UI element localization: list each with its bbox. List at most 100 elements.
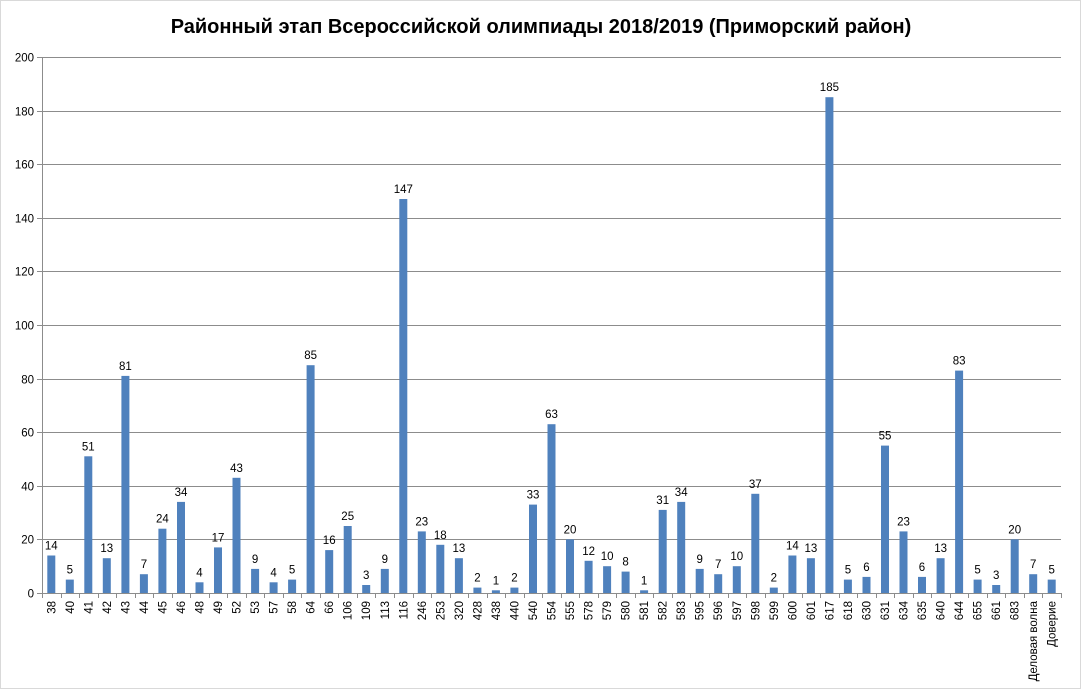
data-label: 13 — [100, 543, 113, 555]
x-tick-label: 661 — [991, 601, 1003, 620]
y-tick-label: 80 — [21, 375, 34, 387]
data-label: 5 — [67, 565, 73, 577]
x-tick-labels: 38 40 41 42 43 44 45 46 48 49 52 53 57 58 64 66 106 109 11… — [46, 600, 1058, 681]
y-tick-label: 200 — [15, 53, 34, 65]
x-tick-label: 58 — [287, 601, 299, 614]
y-tick-label: 140 — [15, 214, 34, 226]
data-label: 12 — [582, 546, 595, 558]
data-label: 6 — [863, 562, 869, 574]
data-label: 7 — [715, 559, 721, 571]
data-label: 3 — [993, 570, 999, 582]
x-tick-label: 595 — [695, 601, 707, 620]
x-tick-label: 630 — [862, 601, 874, 620]
bar — [102, 558, 111, 593]
data-label: 85 — [304, 350, 317, 362]
x-tick-label: 52 — [232, 601, 244, 614]
gridlines — [42, 57, 1061, 540]
bar — [177, 501, 185, 593]
bar — [806, 558, 815, 593]
bar — [695, 568, 704, 593]
bar — [788, 555, 797, 593]
bar — [1029, 574, 1038, 593]
bar — [417, 531, 426, 593]
data-label: 7 — [141, 559, 147, 571]
bar — [288, 579, 297, 593]
bar — [473, 587, 482, 593]
data-label: 55 — [879, 431, 892, 443]
x-tick-label: 683 — [1010, 601, 1022, 620]
x-tick-label: 634 — [899, 600, 911, 620]
data-label: 7 — [1030, 559, 1036, 571]
bar — [825, 97, 834, 593]
bar — [454, 558, 463, 593]
bar — [65, 579, 74, 593]
data-label: 34 — [175, 487, 188, 499]
data-label: 20 — [564, 524, 577, 536]
data-label: 9 — [696, 554, 702, 566]
data-label: 83 — [953, 356, 966, 368]
data-label: 1 — [641, 575, 647, 587]
data-label: 18 — [434, 530, 447, 542]
data-label: 81 — [119, 361, 132, 373]
x-tick-label: 555 — [565, 601, 577, 620]
bar — [84, 456, 93, 593]
data-label: 6 — [919, 562, 925, 574]
data-label: 5 — [845, 565, 851, 577]
bar — [881, 445, 889, 593]
bar — [158, 528, 167, 593]
bar — [491, 590, 500, 593]
x-tick-label: 578 — [584, 601, 596, 620]
y-tick-label: 160 — [15, 160, 34, 172]
bar — [862, 576, 871, 593]
bar — [973, 579, 982, 593]
y-tick-label: 60 — [21, 428, 34, 440]
x-tick-label: 57 — [269, 601, 281, 614]
bar — [362, 585, 371, 593]
x-tick-label: 44 — [139, 600, 151, 613]
data-label: 9 — [252, 554, 258, 566]
x-tick-label: 655 — [973, 601, 985, 620]
data-label: 5 — [289, 565, 295, 577]
bar — [955, 370, 964, 593]
bar — [343, 526, 352, 593]
data-label: 14 — [786, 541, 799, 553]
data-label: 185 — [820, 82, 839, 94]
x-tick-label: 599 — [769, 601, 781, 620]
x-tick-label: 64 — [306, 600, 318, 613]
data-label: 3 — [363, 570, 369, 582]
x-tick-label: 440 — [509, 601, 521, 620]
data-label: 37 — [749, 479, 762, 491]
x-tick-label: 113 — [380, 601, 392, 619]
chart-title: Районный этап Всероссийской олимпиады 20… — [171, 16, 912, 38]
data-label: 5 — [1048, 565, 1054, 577]
x-tick-label: 38 — [46, 601, 58, 614]
x-tick-label: 66 — [324, 601, 336, 614]
data-label: 10 — [601, 551, 614, 563]
y-tick-label: 20 — [21, 535, 34, 547]
x-tick-label: 554 — [547, 600, 559, 620]
x-tick-label: 644 — [954, 600, 966, 620]
x-tick-label: 42 — [102, 601, 114, 614]
x-tick-label: 320 — [454, 601, 466, 620]
x-tick-label: 579 — [602, 601, 614, 620]
data-label: 10 — [730, 551, 743, 563]
y-tick-label: 180 — [15, 107, 34, 119]
x-tick-label: 246 — [417, 601, 429, 620]
bar — [732, 566, 741, 593]
bar — [992, 585, 1001, 593]
bar — [603, 566, 612, 593]
bar — [1047, 579, 1056, 593]
data-label: 4 — [270, 567, 277, 579]
y-tick-labels: 0 20 40 60 80 100 120 140 160 180 200 — [15, 53, 34, 601]
bar — [843, 579, 852, 593]
data-label: 24 — [156, 514, 169, 526]
data-label: 4 — [196, 567, 203, 579]
x-tick-label: 49 — [213, 601, 225, 614]
bar — [214, 547, 222, 593]
x-tick-label: 631 — [880, 601, 892, 620]
bar — [510, 587, 519, 593]
data-label: 17 — [212, 532, 225, 544]
x-tick-label: 428 — [472, 601, 484, 620]
bar — [436, 544, 445, 593]
